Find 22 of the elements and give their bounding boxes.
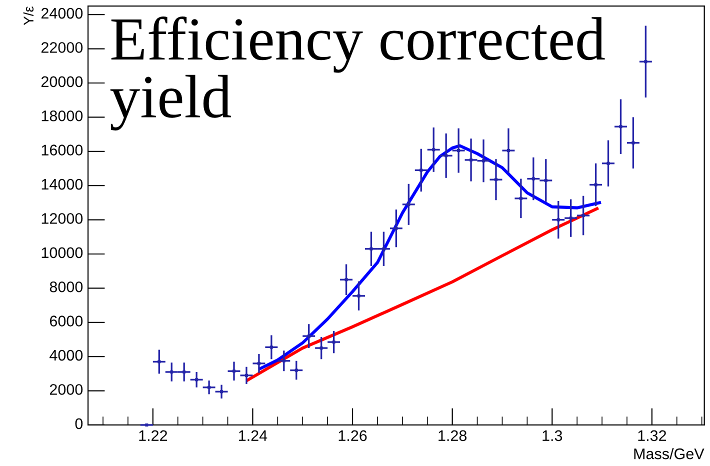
y-tick-label: 0 — [75, 418, 83, 430]
x-tick-label: 1.22 — [139, 430, 168, 441]
y-tick-label: 20000 — [41, 76, 83, 88]
y-tick-label: 10000 — [42, 247, 83, 258]
y-tick-label: 14000 — [42, 178, 83, 190]
x-tick-label: 1.32 — [638, 430, 666, 442]
y-axis-title: Y/ε — [23, 6, 34, 26]
x-tick-label: 1.24 — [239, 430, 268, 441]
x-tick-label: 1.26 — [338, 430, 367, 442]
x-tick-label: 1.3 — [542, 430, 562, 442]
y-tick-label: 12000 — [42, 213, 83, 224]
y-tick-label: 6000 — [50, 316, 83, 326]
y-tick-label: 22000 — [41, 42, 83, 53]
y-tick-label: 4000 — [50, 350, 83, 361]
x-axis-title: Mass/GeV — [634, 448, 704, 460]
y-tick-label: 2000 — [50, 384, 83, 395]
annotation: Efficiency corrected yield — [110, 16, 605, 130]
y-tick-label: 8000 — [50, 281, 83, 292]
x-tick-label: 1.28 — [438, 430, 467, 442]
y-tick-label: 18000 — [42, 110, 83, 122]
y-tick-label: 16000 — [42, 144, 83, 156]
y-tick-label: 24000 — [41, 8, 83, 19]
